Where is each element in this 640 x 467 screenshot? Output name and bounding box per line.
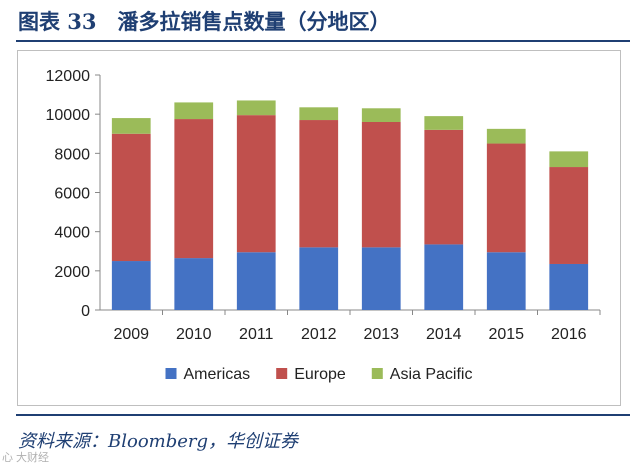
source-note: 资料来源：Bloomberg，华创证券 — [18, 431, 299, 452]
bar-asia-pacific-2011 — [236, 100, 276, 116]
figure-title: 图表 33 潘多拉销售点数量（分地区） — [18, 9, 391, 34]
legend-label-europe: Europe — [294, 366, 346, 383]
bar-europe-2016 — [549, 167, 589, 264]
bar-europe-2014 — [424, 129, 464, 245]
y-tick-label: 10000 — [46, 107, 91, 124]
legend-swatch-americas — [165, 368, 177, 379]
legend-swatch-asia-pacific — [371, 368, 383, 379]
bar-americas-2016 — [549, 263, 589, 310]
bar-europe-2012 — [299, 120, 339, 248]
bar-europe-2011 — [236, 115, 276, 253]
y-tick-label: 0 — [81, 303, 90, 320]
legend-label-americas: Americas — [184, 366, 251, 383]
y-tick-label: 2000 — [54, 264, 90, 281]
x-tick-label: 2016 — [551, 326, 587, 343]
bar-americas-2015 — [486, 252, 526, 310]
bar-americas-2014 — [424, 244, 464, 310]
y-tick-label: 6000 — [54, 186, 90, 203]
x-tick-label: 2010 — [176, 326, 212, 343]
x-tick-label: 2015 — [488, 326, 524, 343]
x-tick-label: 2009 — [113, 326, 149, 343]
bar-asia-pacific-2010 — [174, 102, 214, 120]
chart-container: 0 2000 4000 6000 8000 10000 12000 2009 2010 2011 2… — [17, 50, 621, 406]
bar-europe-2015 — [486, 143, 526, 253]
footer-divider — [16, 414, 630, 416]
watermark: 心 大财经 — [2, 452, 50, 464]
bar-asia-pacific-2016 — [549, 151, 589, 168]
bar-europe-2010 — [174, 119, 214, 259]
bar-americas-2011 — [236, 252, 276, 310]
y-tick-label: 12000 — [46, 68, 91, 85]
x-tick-label: 2012 — [301, 326, 337, 343]
bar-americas-2010 — [174, 258, 214, 310]
bar-europe-2009 — [111, 133, 151, 262]
stacked-bar-chart: 0 2000 4000 6000 8000 10000 12000 2009 2010 2011 2… — [46, 68, 601, 383]
title-divider — [16, 40, 630, 42]
bar-asia-pacific-2014 — [424, 116, 464, 130]
x-tick-label: 2014 — [426, 326, 462, 343]
y-tick-label: 8000 — [54, 146, 90, 163]
y-tick-label: 4000 — [54, 225, 90, 242]
bar-asia-pacific-2013 — [361, 108, 401, 122]
bar-americas-2009 — [111, 261, 151, 310]
bar-asia-pacific-2009 — [111, 118, 151, 134]
x-tick-label: 2013 — [363, 326, 399, 343]
x-tick-label: 2011 — [239, 326, 274, 343]
legend-label-asia-pacific: Asia Pacific — [390, 366, 473, 383]
bar-asia-pacific-2012 — [299, 107, 339, 121]
bar-europe-2013 — [361, 122, 401, 248]
bar-asia-pacific-2015 — [486, 128, 526, 144]
figure-header: 图表 33 潘多拉销售点数量（分地区） — [0, 0, 640, 42]
bar-americas-2012 — [299, 247, 339, 310]
legend-swatch-europe — [276, 368, 288, 379]
bar-americas-2013 — [361, 247, 401, 310]
